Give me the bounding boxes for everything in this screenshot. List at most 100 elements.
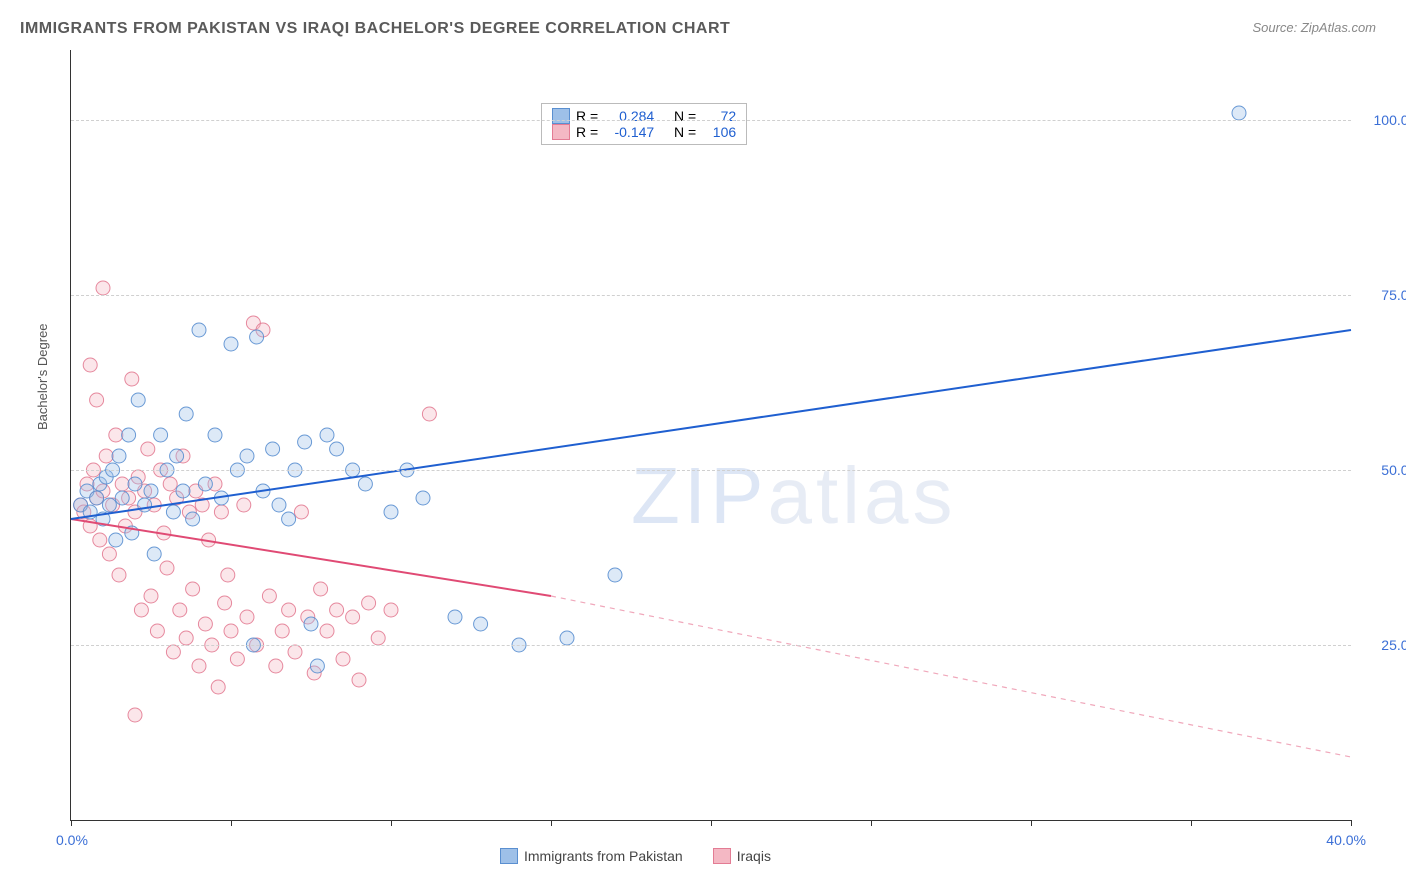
data-point bbox=[131, 393, 145, 407]
data-point bbox=[416, 491, 430, 505]
data-point bbox=[221, 568, 235, 582]
x-axis-max-label: 40.0% bbox=[1326, 832, 1366, 848]
data-point bbox=[163, 477, 177, 491]
y-tick-label: 50.0% bbox=[1361, 462, 1406, 478]
x-axis-min-label: 0.0% bbox=[56, 832, 88, 848]
data-point bbox=[266, 442, 280, 456]
legend-stats-row-pakistan: R = 0.284 N = 72 bbox=[552, 108, 736, 124]
x-tick bbox=[871, 820, 872, 826]
x-tick bbox=[1351, 820, 1352, 826]
legend-n-value-pakistan: 72 bbox=[702, 108, 736, 124]
data-point bbox=[154, 428, 168, 442]
legend-r-label: R = bbox=[576, 108, 598, 124]
x-tick bbox=[391, 820, 392, 826]
legend-item-pakistan: Immigrants from Pakistan bbox=[500, 848, 683, 864]
legend-label-pakistan: Immigrants from Pakistan bbox=[524, 848, 683, 864]
data-point bbox=[237, 498, 251, 512]
data-point bbox=[109, 533, 123, 547]
legend-stats-box: R = 0.284 N = 72 R = -0.147 N = 106 bbox=[541, 103, 747, 145]
swatch-iraqis bbox=[713, 848, 731, 864]
data-point bbox=[102, 547, 116, 561]
y-axis-label: Bachelor's Degree bbox=[35, 323, 50, 430]
data-point bbox=[160, 561, 174, 575]
gridline-h bbox=[71, 470, 1351, 471]
data-point bbox=[358, 477, 372, 491]
data-point bbox=[330, 603, 344, 617]
data-point bbox=[214, 505, 228, 519]
data-point bbox=[186, 582, 200, 596]
data-point bbox=[138, 498, 152, 512]
y-tick-label: 75.0% bbox=[1361, 287, 1406, 303]
data-point bbox=[608, 568, 622, 582]
gridline-h bbox=[71, 645, 1351, 646]
data-point bbox=[346, 610, 360, 624]
swatch-pakistan bbox=[552, 108, 570, 124]
data-point bbox=[122, 428, 136, 442]
legend-n-label: N = bbox=[674, 108, 696, 124]
data-point bbox=[272, 498, 286, 512]
data-point bbox=[230, 652, 244, 666]
data-point bbox=[282, 603, 296, 617]
data-point bbox=[170, 449, 184, 463]
x-tick bbox=[71, 820, 72, 826]
data-point bbox=[262, 589, 276, 603]
data-point bbox=[93, 533, 107, 547]
data-point bbox=[90, 393, 104, 407]
data-point bbox=[310, 659, 324, 673]
swatch-iraqis bbox=[552, 124, 570, 140]
data-point bbox=[125, 372, 139, 386]
data-point bbox=[320, 624, 334, 638]
legend-r-label: R = bbox=[576, 124, 598, 140]
data-point bbox=[275, 624, 289, 638]
data-point bbox=[144, 484, 158, 498]
data-point bbox=[371, 631, 385, 645]
data-point bbox=[288, 645, 302, 659]
x-tick bbox=[551, 820, 552, 826]
data-point bbox=[128, 708, 142, 722]
data-point bbox=[198, 617, 212, 631]
data-point bbox=[179, 631, 193, 645]
data-point bbox=[560, 631, 574, 645]
data-point bbox=[186, 512, 200, 526]
data-point bbox=[115, 491, 129, 505]
legend-r-value-iraqis: -0.147 bbox=[604, 124, 654, 140]
data-point bbox=[141, 442, 155, 456]
legend-item-iraqis: Iraqis bbox=[713, 848, 771, 864]
data-point bbox=[298, 435, 312, 449]
x-tick bbox=[1031, 820, 1032, 826]
data-point bbox=[150, 624, 164, 638]
data-point bbox=[240, 610, 254, 624]
gridline-h bbox=[71, 295, 1351, 296]
legend-n-value-iraqis: 106 bbox=[702, 124, 736, 140]
y-tick-label: 100.0% bbox=[1361, 112, 1406, 128]
data-point bbox=[166, 505, 180, 519]
plot-svg bbox=[71, 50, 1351, 820]
swatch-pakistan bbox=[500, 848, 518, 864]
data-point bbox=[112, 449, 126, 463]
data-point bbox=[448, 610, 462, 624]
data-point bbox=[224, 337, 238, 351]
data-point bbox=[250, 330, 264, 344]
data-point bbox=[352, 673, 366, 687]
data-point bbox=[134, 603, 148, 617]
gridline-h bbox=[71, 120, 1351, 121]
data-point bbox=[422, 407, 436, 421]
trend-line bbox=[551, 596, 1351, 757]
legend-r-value-pakistan: 0.284 bbox=[604, 108, 654, 124]
data-point bbox=[90, 491, 104, 505]
data-point bbox=[336, 652, 350, 666]
data-point bbox=[109, 428, 123, 442]
data-point bbox=[147, 547, 161, 561]
data-point bbox=[240, 449, 254, 463]
trend-line bbox=[71, 330, 1351, 519]
data-point bbox=[218, 596, 232, 610]
legend-label-iraqis: Iraqis bbox=[737, 848, 771, 864]
data-point bbox=[112, 568, 126, 582]
data-point bbox=[176, 484, 190, 498]
legend-stats-row-iraqis: R = -0.147 N = 106 bbox=[552, 124, 736, 140]
data-point bbox=[320, 428, 334, 442]
data-point bbox=[282, 512, 296, 526]
trend-line bbox=[71, 519, 551, 596]
data-point bbox=[384, 505, 398, 519]
data-point bbox=[192, 323, 206, 337]
